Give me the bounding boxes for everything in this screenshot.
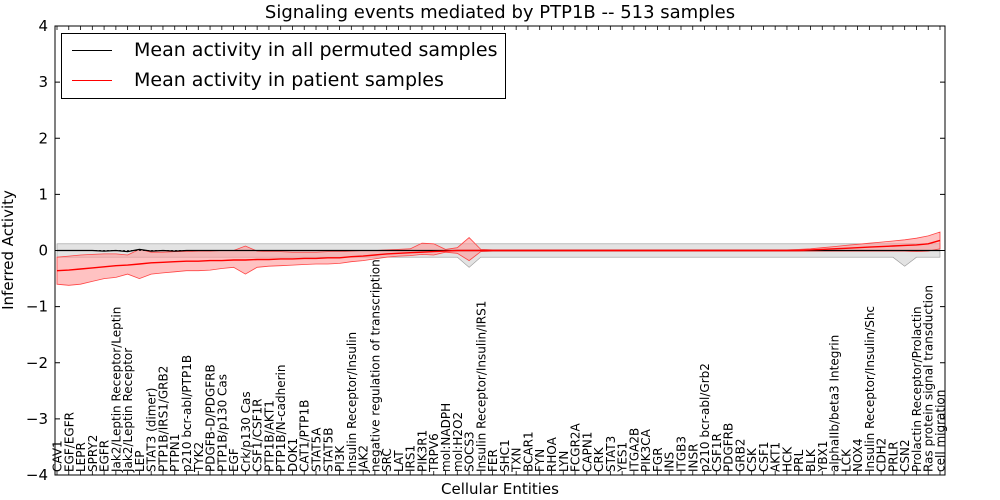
- x-tick-label: PRLR: [886, 441, 900, 472]
- x-tick-label: TXN: [510, 447, 524, 473]
- x-tick-label: LYN: [557, 451, 571, 472]
- x-tick-label: mol:NADPH: [439, 403, 453, 472]
- x-tick-label: CSF1R: [710, 433, 724, 472]
- y-tick-label: 2: [38, 129, 48, 147]
- x-tick-label: CAT1/PTP1B: [298, 400, 312, 472]
- x-tick-label: STAT5B: [321, 428, 335, 473]
- legend-item-permuted: Mean activity in all permuted samples: [72, 38, 497, 62]
- x-tick-label: PIK3R1: [416, 430, 430, 472]
- x-tick-label: Insulin Receptor/Insulin: [345, 332, 359, 472]
- y-tick-label: 3: [38, 73, 48, 91]
- x-tick-label: CSN2: [898, 439, 912, 472]
- x-tick-label: SHC1: [498, 439, 512, 472]
- x-tick-label: PDGFB-D/PDGFRB: [204, 364, 218, 472]
- legend: Mean activity in all permuted samples Me…: [61, 33, 506, 99]
- x-tick-label: EGF/EGFR: [62, 412, 76, 472]
- x-tick-label: STAT5A: [310, 427, 324, 472]
- legend-label-permuted: Mean activity in all permuted samples: [134, 39, 498, 61]
- y-tick-label: 1: [38, 185, 48, 203]
- chart-title: Signaling events mediated by PTP1B -- 51…: [265, 2, 735, 23]
- x-tick-label: PI3K: [333, 445, 347, 472]
- x-tick-label: YBX1: [816, 441, 830, 473]
- x-tick-label: HCK: [780, 446, 794, 472]
- x-tick-label: mol:H2O2: [451, 412, 465, 472]
- x-tick-label: CAV1: [51, 440, 65, 472]
- x-tick-label: GRB2: [733, 438, 747, 472]
- y-tick-label: 0: [38, 242, 48, 260]
- x-tick-label: AKT1: [769, 442, 783, 472]
- x-tick-label: Prolactin Receptor/Prolactin: [910, 306, 924, 472]
- x-tick-label: SRC: [380, 448, 394, 472]
- x-tick-label: INS: [663, 452, 677, 472]
- y-tick-label: −3: [26, 410, 48, 428]
- x-tick-label: LCK: [839, 448, 853, 472]
- x-tick-label: FER: [486, 449, 500, 472]
- x-tick-label: CDH2: [875, 438, 889, 472]
- x-tick-label: JAK2: [357, 445, 371, 473]
- patient-mean-line: [56, 239, 941, 272]
- x-tick-label: BLK: [804, 448, 818, 472]
- x-tick-label: NOX4: [851, 438, 865, 472]
- x-tick-label: CAPN1: [580, 432, 594, 472]
- x-tick-label: CSF1/CSF1R: [251, 399, 265, 472]
- x-tick-label: CSK: [745, 447, 759, 472]
- x-tick-label: STAT3 (dimer): [145, 388, 159, 472]
- x-tick-label: PRL: [792, 449, 806, 472]
- legend-item-patient: Mean activity in patient samples: [72, 68, 444, 92]
- x-tick-label: Jak2/Leptin Receptor/Leptin: [109, 307, 123, 473]
- x-tick-label: PTP1B/IRS1/GRB2: [157, 366, 171, 472]
- x-tick-label: Ras protein signal transduction: [922, 285, 936, 472]
- y-axis-label: Inferred Activity: [0, 190, 17, 310]
- x-tick-label: ITGA2B: [627, 428, 641, 472]
- patient-confidence-band: [56, 231, 941, 286]
- x-tick-label: PTP1B/AKT1: [262, 400, 276, 472]
- x-axis-label: Cellular Entities: [441, 480, 559, 498]
- x-tick-label: EGFR: [98, 440, 112, 472]
- x-tick-label: EGF: [227, 448, 241, 472]
- x-tick-label: CRK: [592, 446, 606, 472]
- y-tick-label: −2: [26, 354, 48, 372]
- x-tick-label: ITGB3: [675, 436, 689, 472]
- x-tick-label: DOK1: [286, 438, 300, 472]
- x-tick-label: PTP1B/p130 Cas: [215, 374, 229, 472]
- legend-label-patient: Mean activity in patient samples: [134, 69, 444, 91]
- x-tick-label: p210 bcr-abl/PTP1B: [180, 355, 194, 472]
- x-tick-label: PTPN1: [168, 434, 182, 472]
- x-tick-label: SPRY2: [86, 435, 100, 472]
- x-tick-label: YES1: [616, 442, 630, 473]
- x-tick-label: negative regulation of transcription: [368, 259, 382, 472]
- x-tick-label: PIK3CA: [639, 428, 653, 472]
- x-tick-label: Crk/p130 Cas: [239, 391, 253, 472]
- x-tick-label: LAT: [392, 450, 406, 472]
- legend-swatch-patient: [72, 79, 112, 81]
- x-tick-label: STAT3: [604, 436, 618, 472]
- x-tick-label: FGR: [651, 447, 665, 472]
- x-tick-label: LEP: [133, 450, 147, 472]
- x-tick-label: TYK2: [192, 442, 206, 473]
- y-tick-label: −4: [26, 466, 48, 484]
- y-tick-label: −1: [26, 298, 48, 316]
- x-tick-label: SOCS3: [463, 431, 477, 472]
- x-tick-label: IRS1: [404, 445, 418, 472]
- x-tick-label: RHOA: [545, 436, 559, 472]
- x-tick-label: FYN: [533, 449, 547, 472]
- x-tick-label: INSR: [686, 444, 700, 472]
- x-tick-label: Insulin Receptor/Insulin/Shc: [863, 306, 877, 472]
- y-tick-label: 4: [38, 17, 48, 35]
- x-tick-label: alphaIIb/beta3 Integrin: [828, 335, 842, 472]
- x-tick-label: p210 bcr-abl/Grb2: [698, 363, 712, 472]
- x-tick-label: cell migration: [934, 390, 948, 472]
- legend-swatch-permuted: [72, 49, 112, 51]
- x-tick-label: TRPV6: [427, 433, 441, 473]
- x-tick-label: BCAR1: [521, 431, 535, 472]
- x-tick-label: Jak2/Leptin Receptor: [121, 348, 135, 473]
- x-tick-label: CSF1: [757, 441, 771, 472]
- x-tick-label: PDGFRB: [722, 423, 736, 472]
- x-tick-label: Insulin Receptor/Insulin/IRS1: [474, 301, 488, 472]
- x-tick-label: PTP1B/N-cadherin: [274, 365, 288, 472]
- x-tick-label: LEPR: [74, 442, 88, 472]
- x-tick-label: FCGR2A: [569, 422, 583, 472]
